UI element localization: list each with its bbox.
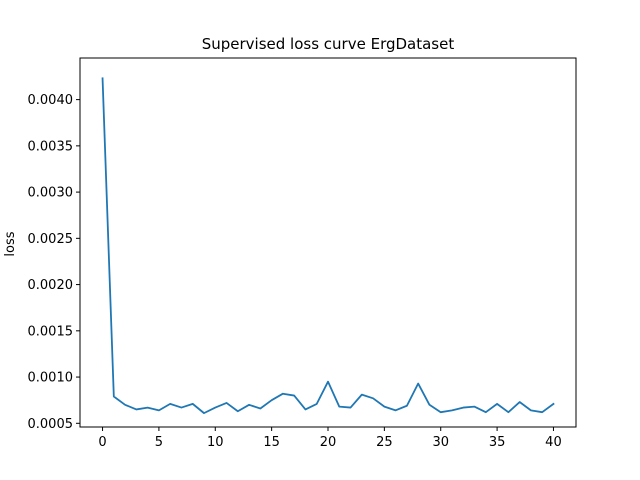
x-tick-label: 40	[545, 435, 562, 450]
y-axis: 0.0005 0.0010 0.0015 0.0020 0.0025 0.0030 0.00…	[28, 93, 80, 432]
plot-area	[80, 58, 576, 427]
x-tick-label: 10	[207, 435, 224, 450]
y-tick-label: 0.0030	[28, 186, 74, 201]
y-tick-label: 0.0010	[28, 371, 74, 386]
y-tick-label: 0.0015	[28, 324, 74, 339]
x-tick-label: 5	[155, 435, 163, 450]
x-tick-label: 15	[263, 435, 280, 450]
series-line	[101, 77, 555, 415]
x-tick-label: 0	[98, 435, 106, 450]
y-tick-label: 0.0020	[28, 278, 74, 293]
series-layer	[101, 77, 555, 415]
x-axis: 0 5 10 15 20 25 30 35 40	[98, 427, 562, 450]
y-tick-label: 0.0005	[28, 417, 74, 432]
y-tick-label: 0.0035	[28, 139, 74, 154]
x-tick-label: 25	[376, 435, 393, 450]
plot-frame	[79, 57, 577, 428]
x-tick-label: 35	[489, 435, 506, 450]
x-tick-label: 30	[432, 435, 449, 450]
y-tick-label: 0.0025	[28, 232, 74, 247]
chart-title: Supervised loss curve ErgDataset	[202, 35, 455, 53]
y-tick-label: 0.0040	[28, 93, 74, 108]
y-axis-label: loss	[3, 231, 18, 256]
x-tick-label: 20	[320, 435, 337, 450]
